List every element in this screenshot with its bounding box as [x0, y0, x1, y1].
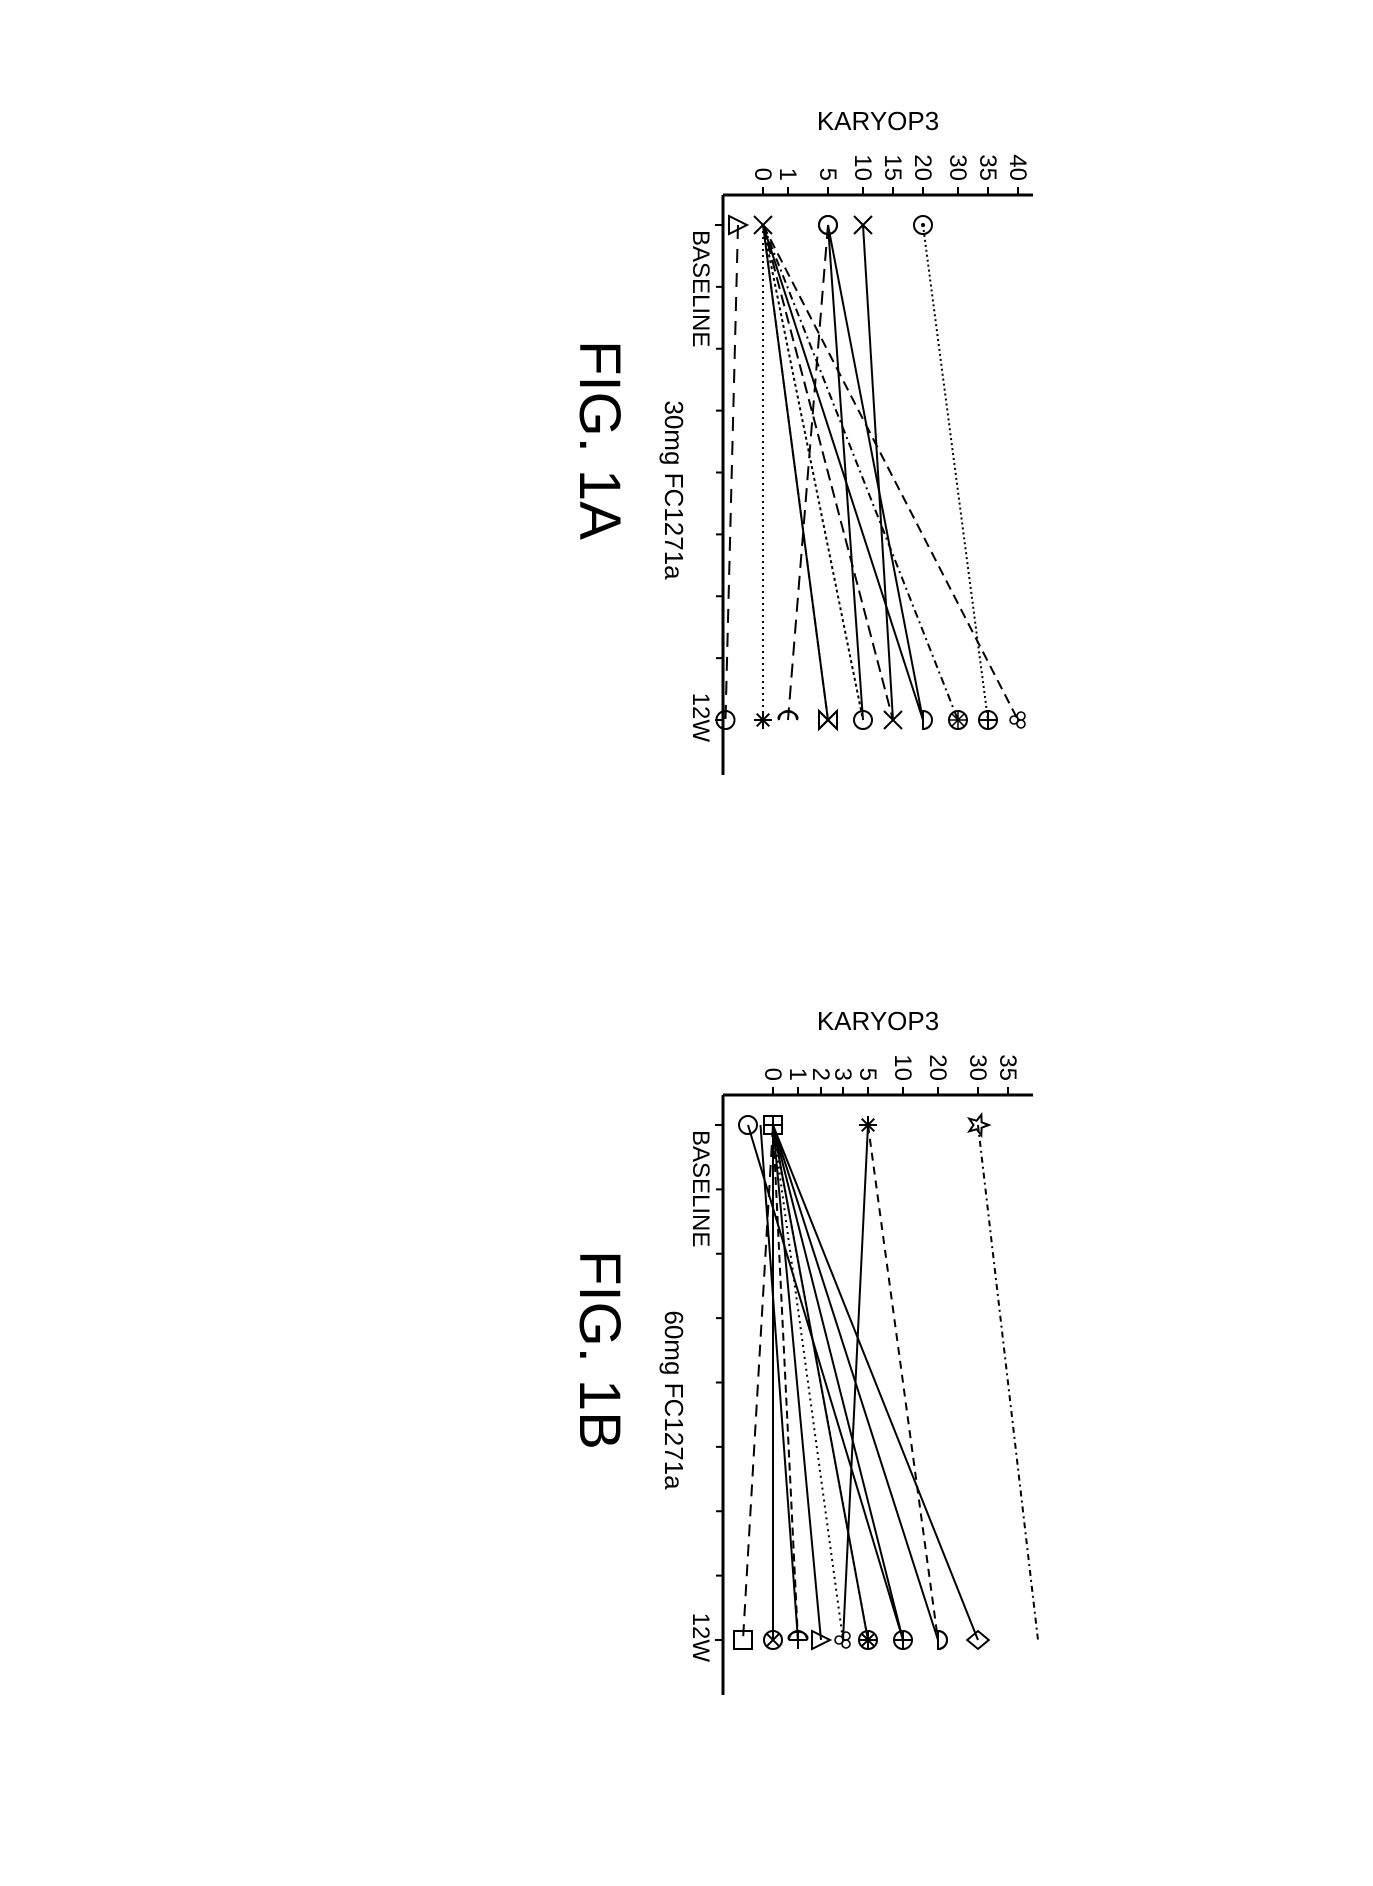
chart-a-svg: 015101520303540BASELINE12W30mg FC1271aKA…: [653, 100, 1053, 800]
caption-b: FIG. 1B: [566, 1200, 633, 1500]
figure-rotated-container: 015101520303540BASELINE12W30mg FC1271aKA…: [0, 0, 1373, 1886]
svg-text:KARYOP3: KARYOP3: [817, 106, 939, 136]
svg-text:5: 5: [854, 1068, 881, 1081]
svg-text:3: 3: [829, 1068, 856, 1081]
svg-text:0: 0: [759, 1068, 786, 1081]
svg-text:20: 20: [909, 154, 936, 181]
svg-text:30: 30: [964, 1054, 991, 1081]
svg-text:40: 40: [1004, 154, 1031, 181]
svg-text:12W: 12W: [687, 693, 714, 743]
svg-text:1: 1: [774, 168, 801, 181]
svg-text:5: 5: [814, 168, 841, 181]
svg-text:20: 20: [924, 1054, 951, 1081]
svg-text:30: 30: [944, 154, 971, 181]
svg-text:35: 35: [994, 1054, 1021, 1081]
panel-a: 015101520303540BASELINE12W30mg FC1271aKA…: [653, 100, 1053, 800]
svg-text:10: 10: [849, 154, 876, 181]
svg-text:KARYOP3: KARYOP3: [817, 1006, 939, 1036]
svg-text:10: 10: [889, 1054, 916, 1081]
svg-text:0: 0: [749, 168, 776, 181]
svg-text:BASELINE: BASELINE: [687, 230, 714, 347]
figure-page: 015101520303540BASELINE12W30mg FC1271aKA…: [0, 0, 1373, 1886]
panel-b: 0123510203035BASELINE12W60mg FC1271aKARY…: [653, 1000, 1053, 1720]
chart-b-svg: 0123510203035BASELINE12W60mg FC1271aKARY…: [653, 1000, 1053, 1720]
svg-text:12W: 12W: [687, 1613, 714, 1663]
svg-text:BASELINE: BASELINE: [687, 1130, 714, 1247]
svg-text:35: 35: [974, 154, 1001, 181]
caption-a: FIG. 1A: [566, 290, 633, 590]
svg-text:60mg FC1271a: 60mg FC1271a: [659, 1310, 689, 1490]
svg-text:30mg FC1271a: 30mg FC1271a: [659, 400, 689, 580]
svg-text:15: 15: [879, 154, 906, 181]
